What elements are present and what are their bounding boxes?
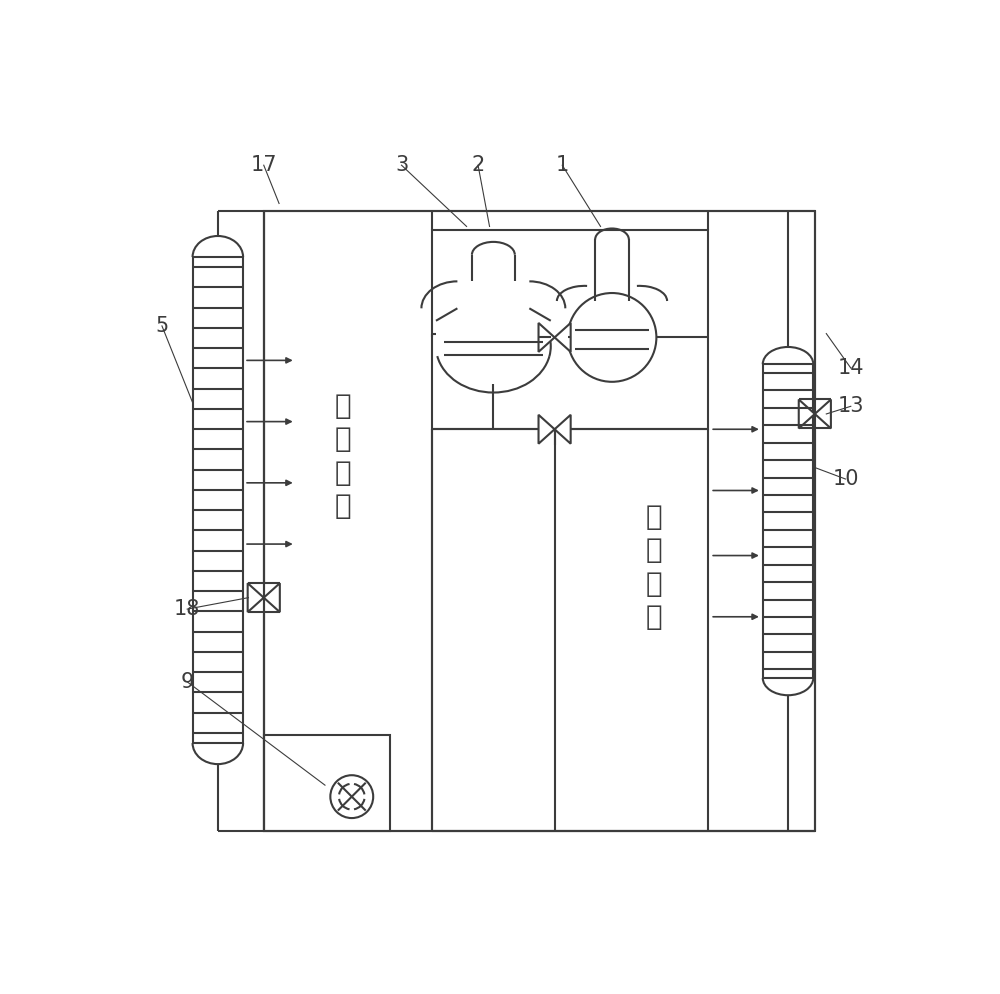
Bar: [193, 257, 243, 744]
Polygon shape: [799, 400, 815, 428]
Text: 13: 13: [838, 397, 864, 416]
Bar: [763, 364, 813, 678]
Text: 1: 1: [556, 155, 569, 175]
Text: 9: 9: [181, 672, 194, 692]
Polygon shape: [539, 323, 555, 352]
Text: 2: 2: [471, 155, 485, 175]
Polygon shape: [264, 583, 280, 612]
Text: 3: 3: [395, 155, 408, 175]
Bar: [264, 736, 390, 831]
Text: 14: 14: [838, 358, 864, 378]
Text: 17: 17: [251, 155, 277, 175]
Polygon shape: [248, 583, 264, 612]
Polygon shape: [555, 323, 571, 352]
Polygon shape: [815, 400, 831, 428]
Text: 10: 10: [832, 469, 859, 489]
Polygon shape: [555, 414, 571, 443]
Text: 5: 5: [155, 316, 169, 336]
Text: 18: 18: [174, 599, 200, 619]
Text: 室
外
空
气: 室 外 空 气: [334, 392, 351, 520]
Polygon shape: [539, 414, 555, 443]
Text: 室
内
空
气: 室 内 空 气: [646, 503, 662, 631]
Bar: [264, 211, 815, 831]
Bar: [432, 231, 708, 429]
